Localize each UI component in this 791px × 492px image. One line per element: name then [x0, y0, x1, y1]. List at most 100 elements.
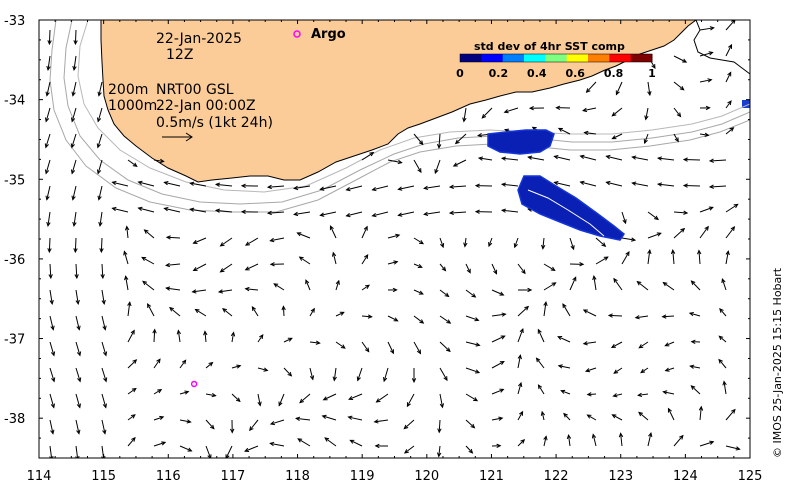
current-vector-head — [73, 40, 78, 46]
current-vector-head — [73, 248, 78, 254]
colorbar-cell — [630, 54, 653, 62]
current-vector-head — [730, 226, 736, 231]
current-vector — [465, 289, 476, 298]
current-vector — [683, 184, 701, 187]
current-vector-head — [443, 376, 448, 382]
current-vector-head — [322, 396, 328, 401]
current-vector — [324, 437, 337, 447]
current-vector — [638, 393, 649, 396]
current-vector-head — [499, 360, 505, 366]
current-vector — [632, 156, 649, 161]
current-vector-head — [251, 306, 257, 312]
current-vector-head — [735, 446, 741, 451]
current-vector-head — [389, 349, 394, 355]
current-vector — [725, 100, 732, 109]
current-vector — [73, 55, 77, 70]
y-tick-label: -38 — [4, 412, 25, 427]
depth-1000-label: 1000m — [108, 98, 157, 114]
current-vector — [665, 367, 675, 372]
current-vector-head — [670, 249, 676, 255]
sst-patch-contour — [527, 189, 605, 237]
current-vector-head — [76, 429, 81, 435]
current-vector-head — [434, 169, 439, 175]
current-vector-head — [236, 364, 242, 369]
current-vector — [690, 365, 701, 369]
current-vector — [438, 133, 441, 148]
current-vector — [517, 355, 521, 369]
current-vector-head — [448, 210, 454, 216]
current-vector — [179, 419, 191, 423]
credit-label: © IMOS 25-Jan-2025 15:15 Hobart — [771, 267, 784, 458]
current-vector-head — [683, 210, 689, 215]
current-vector-head — [295, 416, 301, 421]
current-vector — [517, 411, 524, 421]
current-vector-head — [733, 203, 739, 209]
current-vector-head — [501, 312, 507, 317]
current-vector-field — [44, 20, 741, 458]
current-vector — [517, 382, 522, 395]
current-vector — [283, 367, 292, 377]
current-vector-head — [324, 437, 330, 442]
current-vector-head — [527, 287, 533, 293]
colorbar-tick-label: 1 — [648, 67, 656, 80]
current-vector-head — [127, 301, 132, 307]
current-vector — [491, 361, 505, 369]
current-vector — [615, 81, 623, 95]
colorbar-title: std dev of 4hr SST comp — [474, 40, 625, 53]
current-vector — [504, 107, 519, 113]
current-vector — [517, 263, 526, 274]
current-vector — [387, 315, 398, 322]
current-vector-head — [332, 376, 337, 382]
current-vector — [333, 367, 337, 381]
scale-label: 0.5m/s (1kt 24h) — [156, 115, 273, 131]
current-vector — [658, 183, 675, 187]
current-vector-head — [719, 307, 724, 313]
current-vector-head — [269, 420, 275, 426]
current-vector — [335, 311, 345, 317]
current-vector-head — [72, 65, 77, 71]
current-vector — [721, 278, 727, 291]
current-vector-head — [225, 454, 230, 458]
current-vector — [49, 419, 54, 434]
current-vector — [231, 332, 235, 343]
current-vector — [101, 263, 104, 279]
current-vector-head — [124, 275, 129, 281]
current-vector — [613, 393, 623, 397]
current-vector — [647, 211, 659, 220]
current-vector — [699, 133, 709, 136]
current-vector-head — [189, 207, 195, 212]
current-vector-head — [437, 428, 442, 434]
current-vector — [478, 157, 493, 161]
current-vector — [538, 384, 545, 395]
colorbar-cell — [460, 54, 482, 62]
current-vector — [193, 263, 207, 271]
current-vector-head — [47, 40, 52, 46]
current-vector — [725, 72, 732, 83]
current-vector — [709, 159, 727, 162]
current-vector — [439, 341, 451, 352]
current-vector-head — [310, 307, 315, 313]
current-vector — [71, 107, 77, 122]
current-vector-head — [682, 157, 688, 162]
current-vector-head — [207, 454, 212, 458]
current-vector — [179, 391, 189, 395]
current-vector — [205, 393, 216, 397]
current-vector-head — [244, 447, 250, 452]
current-vector — [434, 159, 441, 174]
colorbar-cell — [502, 54, 525, 62]
current-vector-head — [423, 185, 429, 191]
current-vector-head — [418, 140, 424, 146]
current-vector — [668, 408, 675, 421]
current-vector-head — [371, 186, 377, 192]
current-vector — [463, 107, 467, 122]
current-vector — [424, 185, 441, 189]
current-vector-head — [163, 207, 169, 212]
current-vector — [72, 81, 77, 96]
current-vector-head — [96, 169, 102, 175]
current-vector-head — [643, 138, 648, 145]
current-vector-head — [601, 242, 607, 248]
current-vector — [46, 81, 51, 96]
current-vector-head — [97, 195, 102, 201]
current-vector — [166, 263, 181, 266]
colorbar-frame — [459, 53, 653, 63]
